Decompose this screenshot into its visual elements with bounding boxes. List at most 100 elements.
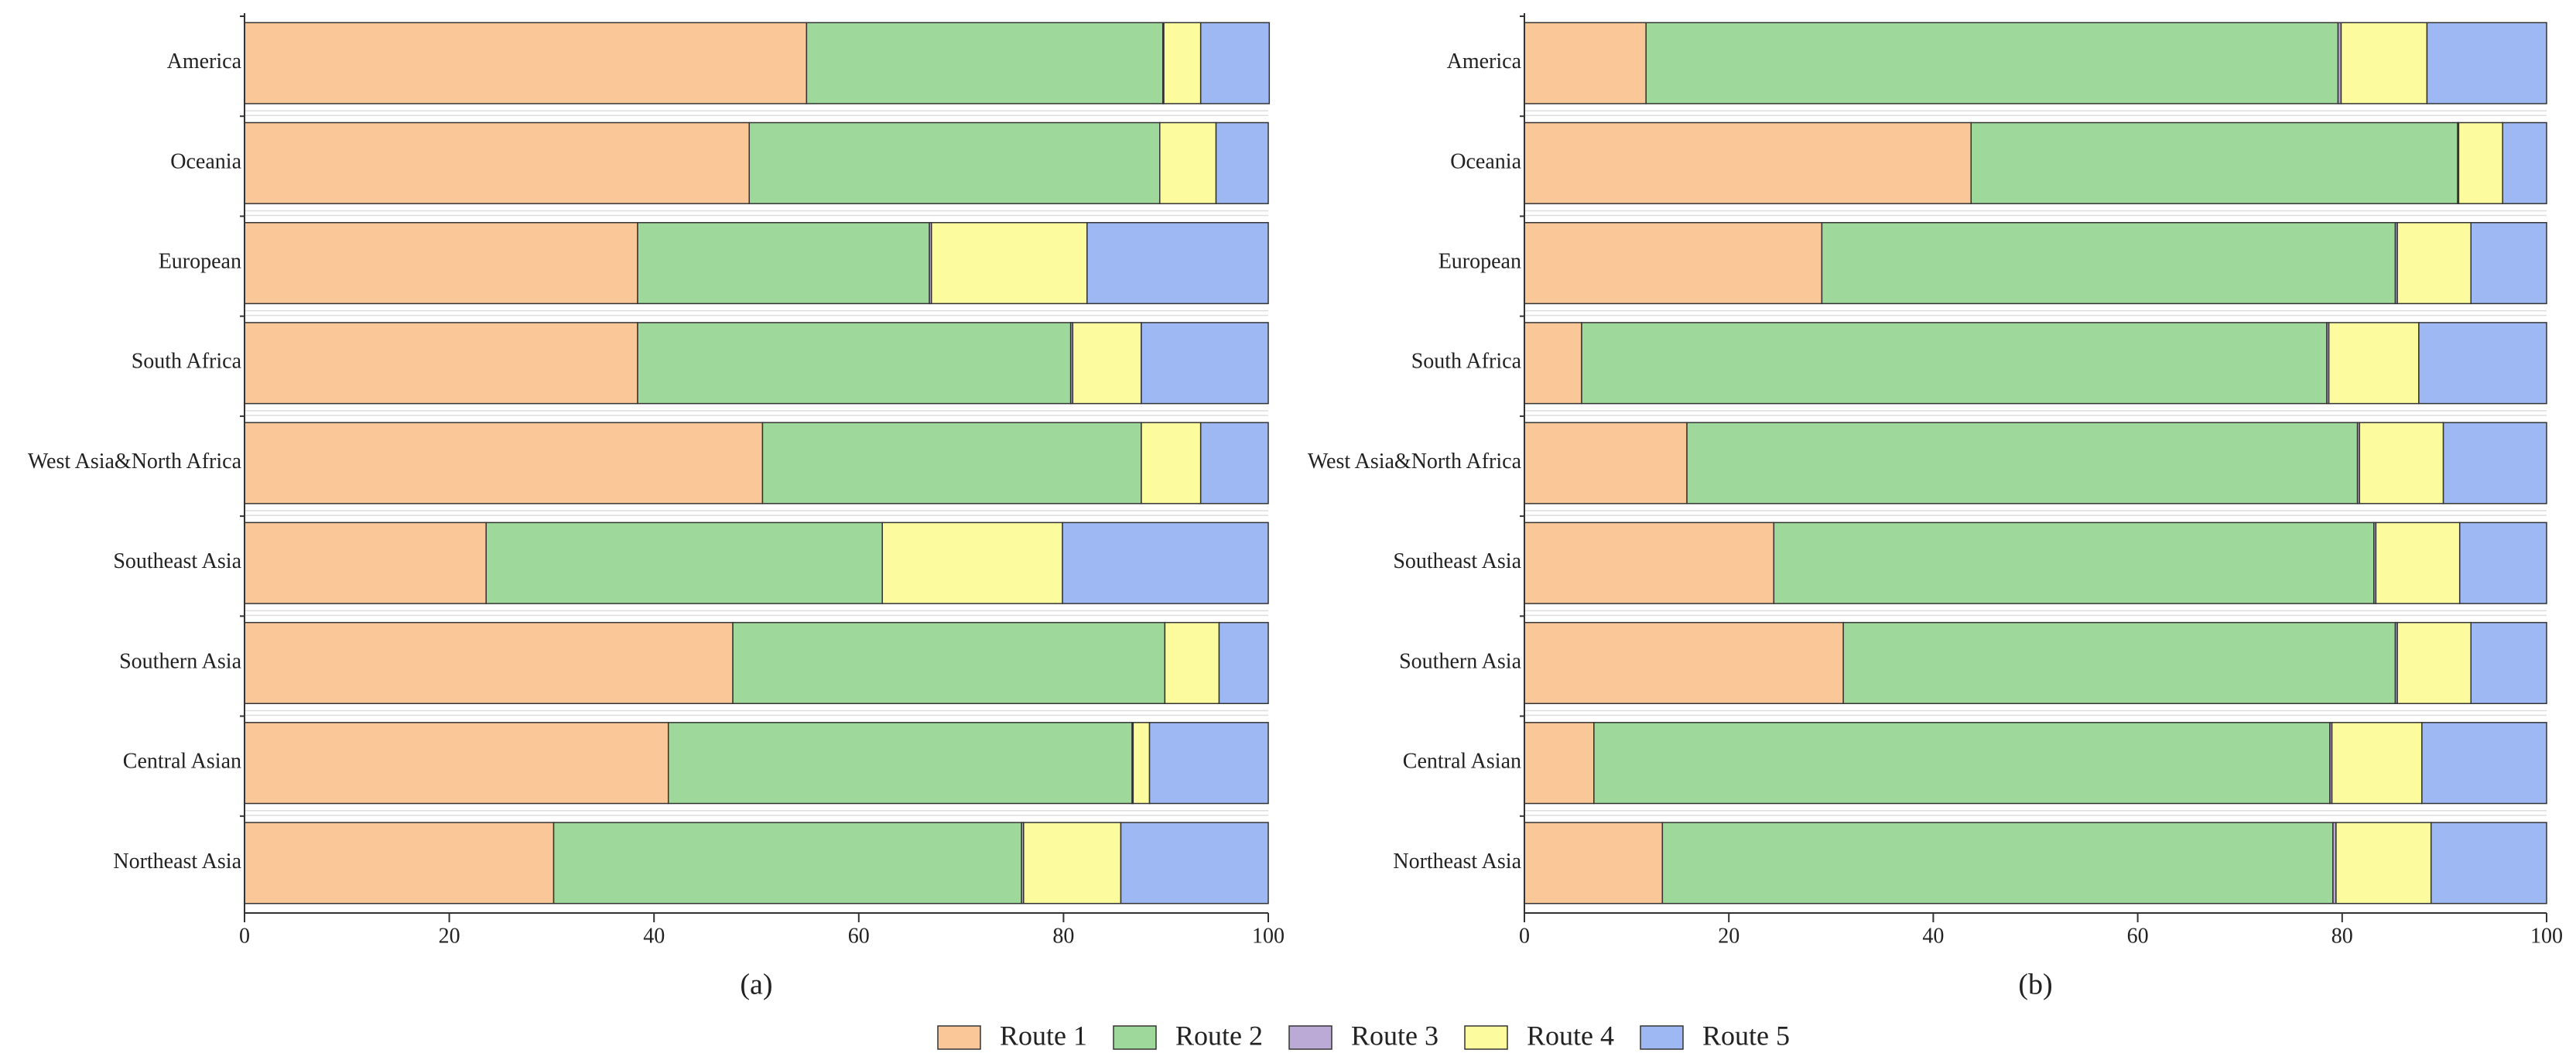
x-tick-label: 80: [1052, 924, 1074, 948]
bar-segment: [2396, 221, 2472, 305]
legend-swatch: [1113, 1025, 1157, 1050]
bar-segment: [2458, 521, 2547, 604]
bar-segment: [1072, 322, 1142, 405]
bar-segment: [1023, 822, 1122, 904]
bar-segment: [1159, 121, 1217, 204]
bar-segment: [806, 22, 1164, 104]
bar-segment: [1686, 422, 2359, 504]
bar-segment: [244, 121, 750, 204]
category-label: Northeast Asia: [1393, 850, 1521, 874]
x-tick-label: 40: [1922, 924, 1944, 948]
bar-segment: [2396, 621, 2472, 705]
chart-subtitle: (a): [740, 969, 772, 1001]
category-label: Northeast Asia: [113, 850, 241, 874]
bar-segment: [1970, 121, 2458, 204]
legend-swatch: [937, 1025, 981, 1050]
bar-segment: [1524, 722, 1595, 805]
x-tick-label: 60: [848, 924, 870, 948]
legend-label: Route 5: [1702, 1020, 1790, 1051]
bar-segment: [2359, 422, 2444, 504]
legend-swatch: [1464, 1025, 1508, 1050]
x-tick-label: 20: [1718, 924, 1740, 948]
category-label: America: [167, 50, 242, 74]
bar-segment: [1132, 722, 1151, 805]
x-tick-label: 60: [2127, 924, 2149, 948]
x-tick-label: 100: [1252, 924, 1285, 948]
bar-segment: [485, 521, 883, 604]
bar-segment: [1842, 621, 2396, 705]
bar-segment: [1120, 822, 1269, 904]
bar-segment: [1199, 22, 1271, 104]
bar-segment: [1141, 422, 1202, 504]
bar-segment: [244, 521, 487, 604]
category-label: Oceania: [1450, 149, 1521, 173]
bar-segment: [244, 221, 638, 305]
category-label: Oceania: [170, 149, 241, 173]
legend-swatch: [1288, 1025, 1332, 1050]
bar-segment: [1661, 822, 2334, 904]
bar-segment: [1524, 422, 1688, 504]
category-label: West Asia&North Africa: [28, 450, 242, 474]
bar-segment: [1524, 521, 1775, 604]
bar-segment: [748, 121, 1161, 204]
bar-segment: [1645, 22, 2339, 104]
bar-segment: [244, 422, 764, 504]
bar-segment: [244, 621, 734, 705]
x-tick-label: 80: [2331, 924, 2353, 948]
bar-segment: [1199, 422, 1269, 504]
bar-segment: [244, 822, 555, 904]
bar-segment: [1062, 521, 1269, 604]
bar-segment: [2442, 422, 2547, 504]
bar-segment: [2470, 221, 2547, 305]
bar-segment: [1524, 221, 1823, 305]
bar-segment: [1163, 22, 1202, 104]
bar-segment: [1773, 521, 2375, 604]
category-label: Southern Asia: [119, 649, 241, 673]
bar-segment: [1524, 121, 1972, 204]
category-label: South Africa: [1411, 350, 1522, 374]
bar-segment: [1821, 221, 2396, 305]
bar-segment: [761, 422, 1142, 504]
bar-segment: [732, 621, 1166, 705]
category-label: Central Asian: [123, 750, 241, 774]
bar-segment: [1593, 722, 2331, 805]
category-label: South Africa: [132, 350, 242, 374]
bar-segment: [667, 722, 1133, 805]
bar-segment: [1148, 722, 1269, 805]
bar-segment: [637, 322, 1072, 405]
bar-segment: [1086, 221, 1269, 305]
category-label: West Asia&North Africa: [1308, 450, 1522, 474]
x-tick-label: 100: [2530, 924, 2563, 948]
bar-segment: [930, 221, 1088, 305]
bar-segment: [1524, 621, 1844, 705]
category-label: Southeast Asia: [113, 549, 241, 573]
legend-label: Route 3: [1351, 1020, 1439, 1051]
bar-segment: [2502, 121, 2547, 204]
bar-segment: [2426, 22, 2547, 104]
category-label: Central Asian: [1403, 750, 1521, 774]
bar-segment: [244, 322, 638, 405]
legend-swatch: [1640, 1025, 1684, 1050]
bar-segment: [244, 22, 808, 104]
bar-segment: [2430, 822, 2547, 904]
bar-segment: [637, 221, 930, 305]
bar-segment: [2375, 521, 2461, 604]
bar-segment: [881, 521, 1063, 604]
bar-segment: [2335, 822, 2432, 904]
bar-segment: [1218, 621, 1269, 705]
bar-segment: [1524, 22, 1647, 104]
bar-segment: [2418, 322, 2547, 405]
bar-segment: [2331, 722, 2423, 805]
bar-segment: [1581, 322, 2328, 405]
bar-segment: [1524, 822, 1664, 904]
legend-label: Route 4: [1527, 1020, 1614, 1051]
category-label: European: [159, 249, 241, 273]
chart-subtitle: (b): [2018, 969, 2052, 1001]
bar-segment: [552, 822, 1022, 904]
bar-segment: [1524, 322, 1582, 405]
x-tick-label: 40: [643, 924, 665, 948]
bar-segment: [2458, 121, 2503, 204]
legend-label: Route 2: [1175, 1020, 1263, 1051]
